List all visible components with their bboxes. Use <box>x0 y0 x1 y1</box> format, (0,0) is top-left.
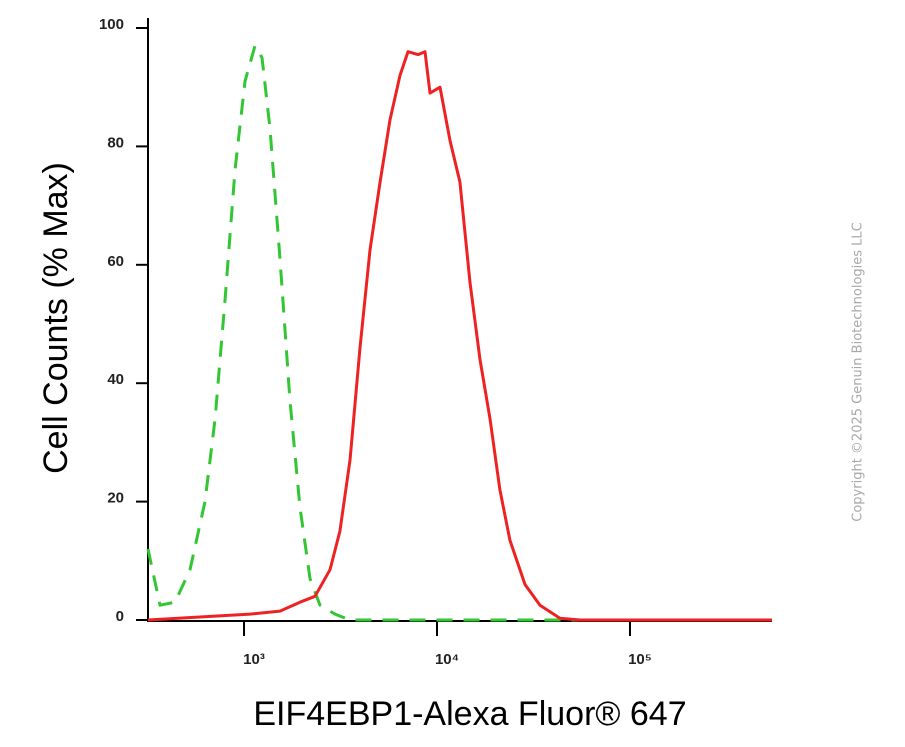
y-axis-label: Cell Counts (% Max) <box>37 162 75 474</box>
x-axis-label: EIF4EBP1-Alexa Fluor® 647 <box>253 695 686 733</box>
y-tick-label: 100 <box>99 16 124 33</box>
x-tick-label: 10⁵ <box>628 651 652 668</box>
watermark: Copyright ©2025 Genuin Biotechnologies L… <box>851 222 866 521</box>
x-tick-label: 10³ <box>243 651 265 668</box>
y-tick-label: 40 <box>107 371 124 388</box>
y-tick-label: 80 <box>107 134 124 151</box>
x-tick-label: 10⁴ <box>435 651 459 668</box>
histogram-line <box>147 50 772 622</box>
y-tick-label: 60 <box>107 253 124 270</box>
histogram-line <box>146 44 772 622</box>
y-tick-label: 0 <box>116 608 124 625</box>
y-tick-label: 20 <box>107 490 124 507</box>
